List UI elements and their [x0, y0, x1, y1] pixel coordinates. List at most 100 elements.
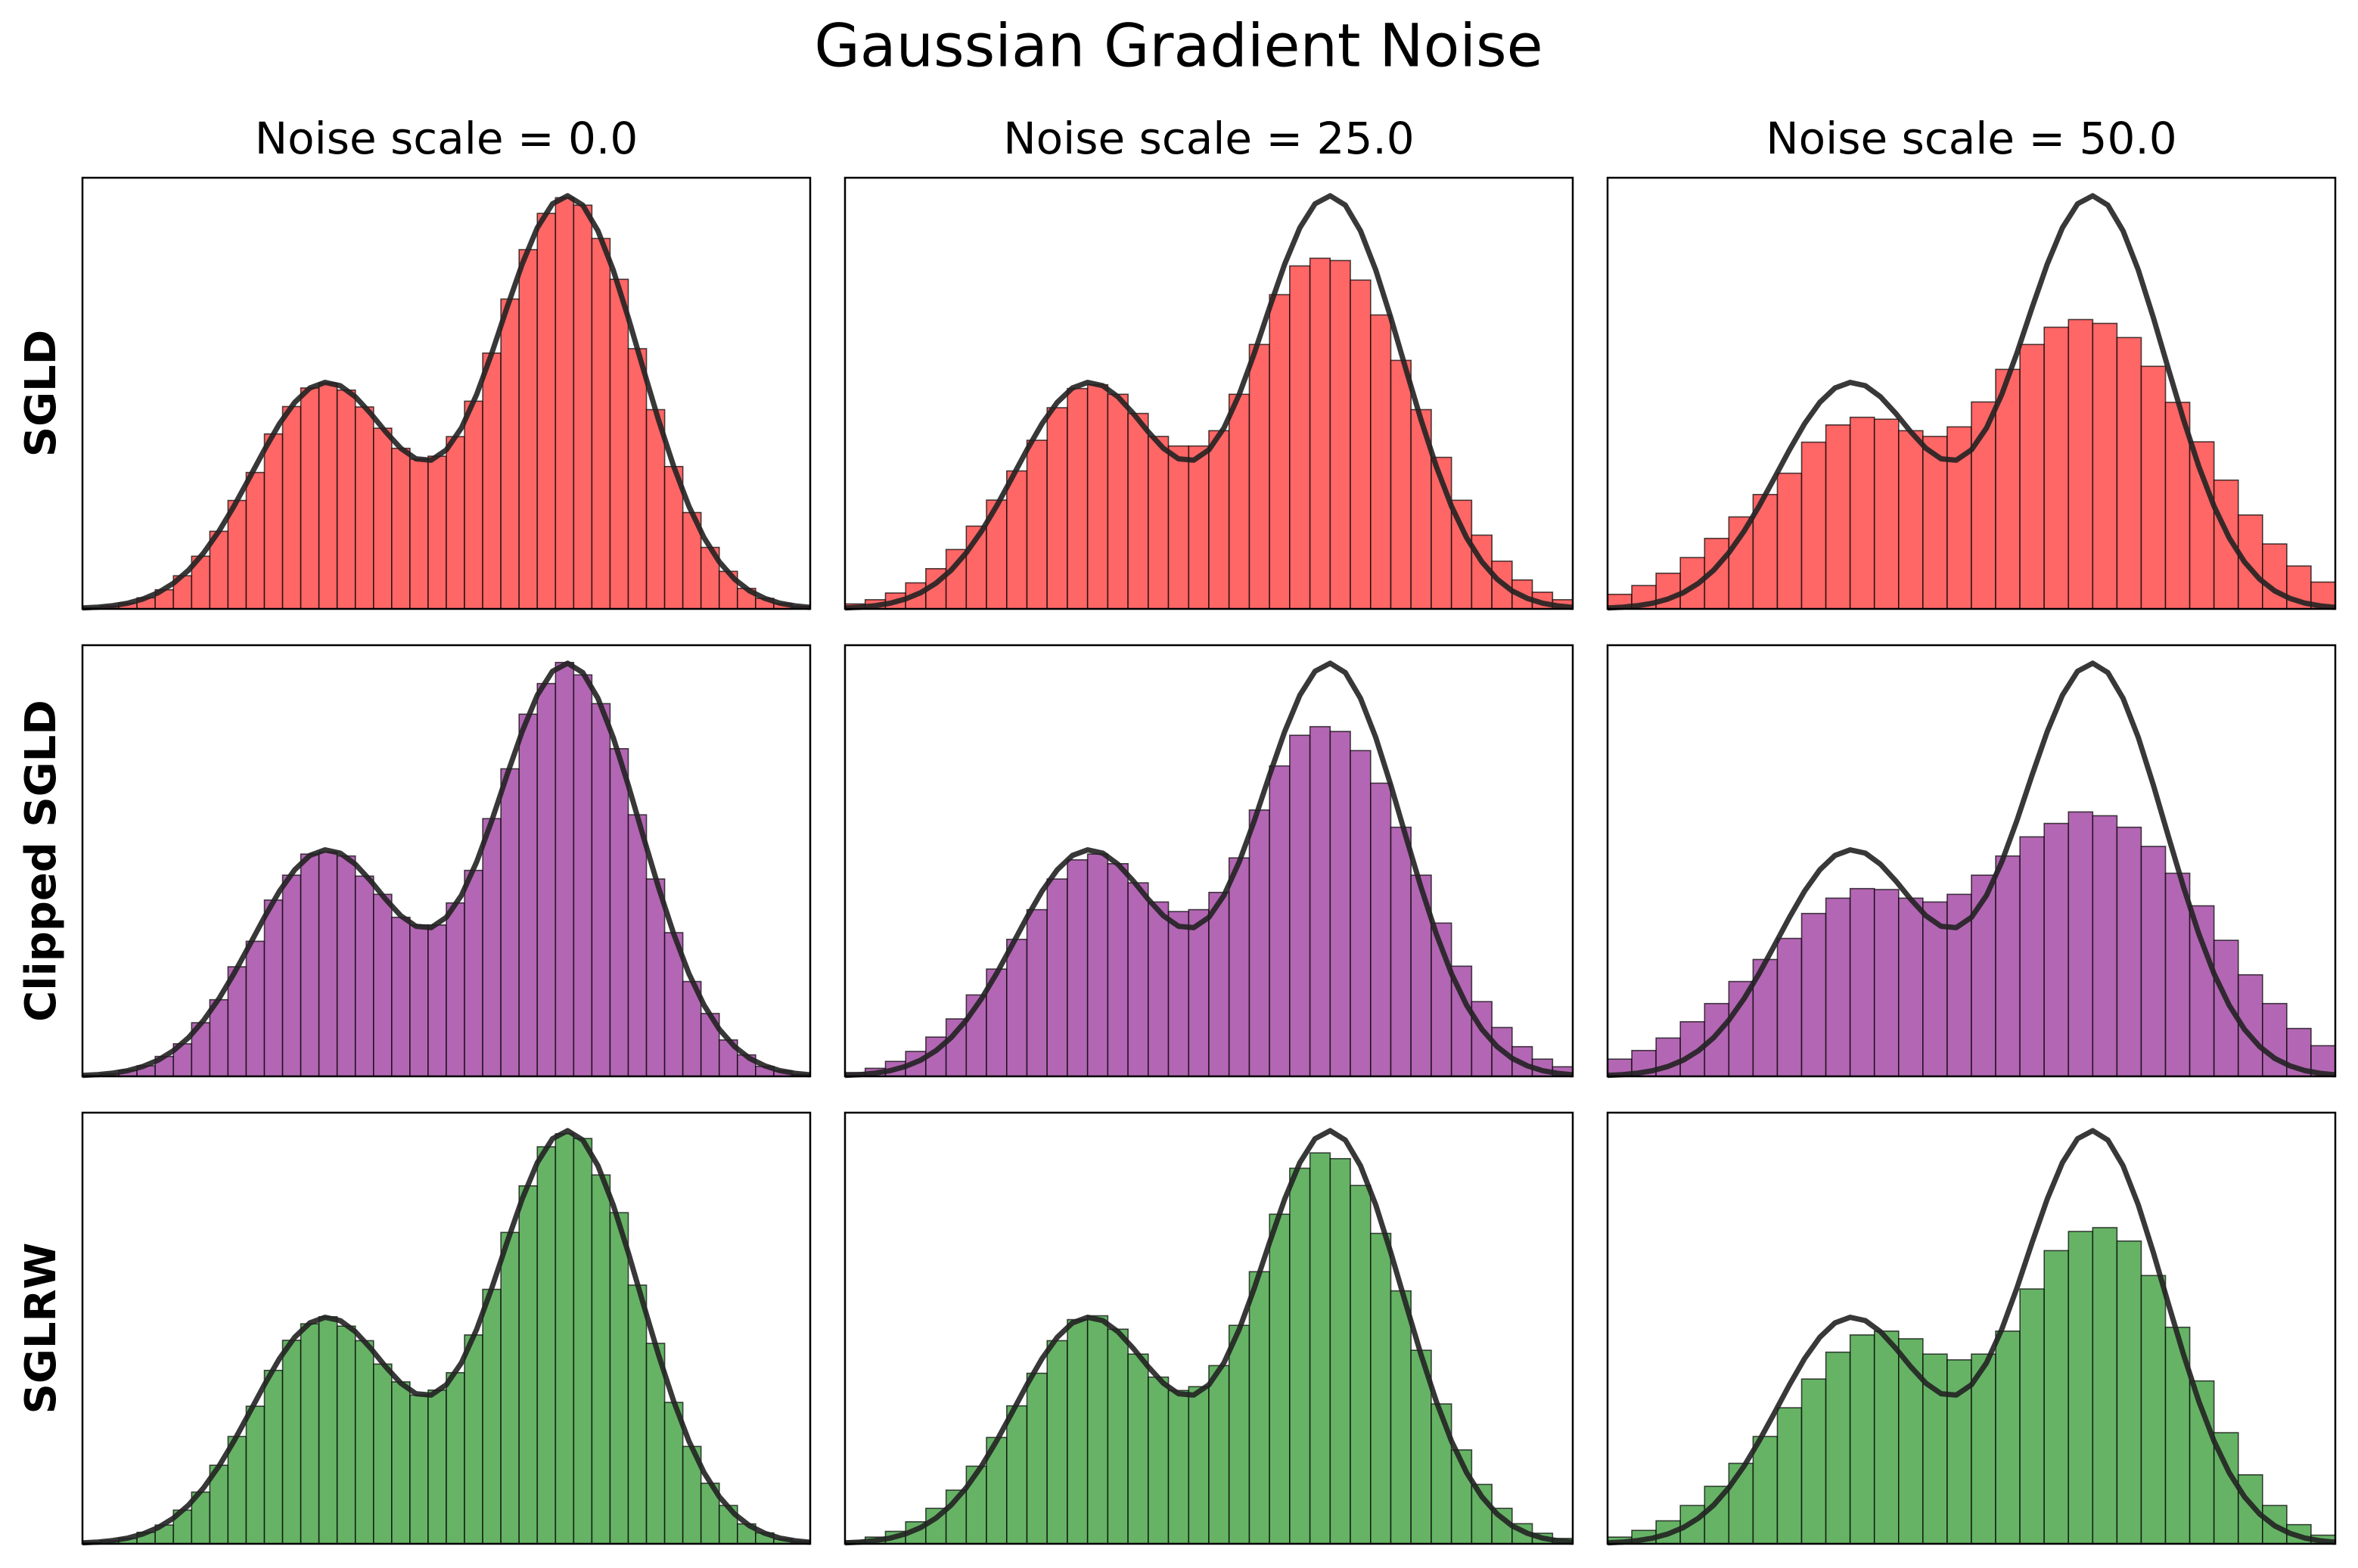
panel: [81, 644, 812, 1079]
histogram-bar: [263, 1369, 284, 1545]
histogram-bar: [1148, 901, 1170, 1077]
histogram-bar: [1431, 1403, 1452, 1545]
histogram-bar: [536, 213, 557, 610]
histogram-bar: [2140, 365, 2167, 610]
histogram-bar: [1148, 1376, 1170, 1545]
histogram-bar: [555, 197, 575, 610]
histogram-bar: [1046, 878, 1068, 1077]
histogram-bar: [627, 348, 648, 610]
histogram-bar: [1006, 1405, 1028, 1545]
histogram-bar: [409, 1394, 429, 1545]
histogram-bar: [573, 204, 593, 610]
density-curve: [1607, 193, 2336, 611]
histogram-bar: [446, 902, 465, 1077]
histogram-bar: [2164, 872, 2191, 1077]
panel-frame: [843, 176, 1574, 610]
histogram-bar: [1995, 368, 2021, 610]
panel: [1606, 176, 2337, 611]
histogram-bar: [627, 1284, 648, 1545]
histogram-bar: [336, 1325, 356, 1545]
histogram-bar: [1046, 1340, 1068, 1545]
panel-frame: [843, 1111, 1574, 1545]
row-label: Clipped SGLD: [17, 700, 66, 1022]
histogram-bar: [1228, 857, 1250, 1077]
histogram-bar: [482, 1288, 502, 1545]
histogram-bar: [1309, 725, 1331, 1077]
histogram-bar: [1127, 882, 1149, 1077]
histogram-bar: [372, 1363, 393, 1545]
histogram-bar: [1776, 1407, 1803, 1545]
histogram-bar: [354, 1340, 374, 1545]
histogram-bar: [263, 433, 284, 610]
histogram-bar: [245, 940, 266, 1077]
histogram-bar: [1228, 393, 1250, 610]
histogram-bar: [1390, 359, 1412, 610]
histogram-bar: [536, 682, 557, 1077]
histogram-bar: [227, 1436, 247, 1545]
histogram-bar: [627, 814, 648, 1077]
histogram-bar: [1269, 765, 1291, 1077]
histogram-bar: [2116, 826, 2142, 1077]
histogram-bar: [645, 408, 666, 610]
panel: [843, 1111, 1574, 1546]
column-title: Noise scale = 50.0: [1766, 113, 2176, 164]
histogram-bar: [1127, 1353, 1149, 1545]
histogram-bar: [1776, 472, 1803, 610]
histogram-bar: [1825, 897, 1851, 1077]
histogram-bar: [1873, 1330, 1900, 1545]
histogram-bar: [1289, 265, 1311, 610]
histogram-bar: [1026, 908, 1048, 1077]
histogram-bar: [2019, 343, 2045, 610]
histogram-bar: [1390, 826, 1412, 1077]
histogram-bar: [1309, 1152, 1331, 1545]
histogram-bar: [2213, 939, 2239, 1077]
histogram-bar: [536, 1146, 557, 1545]
histogram-bar: [1289, 734, 1311, 1077]
histogram-bar: [1167, 911, 1190, 1077]
histogram-bar: [1800, 441, 1827, 610]
histogram-bar: [1107, 863, 1129, 1077]
histogram-bar: [1208, 892, 1230, 1077]
histogram-bar: [609, 747, 629, 1077]
histogram-bar: [318, 382, 338, 610]
column-title: Noise scale = 0.0: [255, 113, 638, 164]
histogram-bar: [1188, 908, 1210, 1077]
histogram-bar: [1188, 1386, 1210, 1545]
histogram-bar: [1228, 1324, 1250, 1545]
panel: [81, 176, 812, 611]
histogram-bar: [2116, 1240, 2142, 1545]
histogram-bar: [154, 588, 175, 610]
histogram-bar: [409, 458, 429, 610]
histogram-bar: [2262, 543, 2288, 610]
row-label: SGLD: [17, 330, 66, 457]
histogram-bar: [591, 238, 611, 610]
histogram-bar: [2189, 441, 2215, 610]
column-title: Noise scale = 25.0: [1003, 113, 1414, 164]
histogram-bar: [1269, 1213, 1291, 1545]
histogram-bar: [391, 1381, 411, 1545]
histogram-bar: [1898, 897, 1924, 1077]
panel-frame: [81, 1111, 812, 1545]
panel: [843, 176, 1574, 611]
histogram-bar: [1148, 436, 1170, 610]
histogram-bar: [1329, 731, 1351, 1077]
histogram-bar: [354, 406, 374, 610]
histogram-bar: [482, 352, 502, 610]
histogram-bar: [645, 878, 666, 1077]
histogram-bar: [1849, 416, 1875, 610]
panel-frame: [81, 176, 812, 610]
density-curve: [1607, 1128, 2336, 1546]
histogram-bar: [2189, 905, 2215, 1077]
histogram-bar: [318, 1316, 338, 1545]
histogram-bar: [372, 427, 393, 610]
histogram-bar: [2140, 1275, 2167, 1545]
histogram-bar: [1329, 1158, 1351, 1545]
density-curve: [844, 193, 1574, 611]
histogram-bar: [1067, 1318, 1089, 1545]
row-label: SGLRW: [17, 1243, 66, 1414]
histogram-bar: [1922, 436, 1948, 610]
panel: [81, 1111, 812, 1546]
histogram-bar: [263, 899, 284, 1077]
histogram-bar: [500, 298, 520, 610]
histogram-bar: [591, 703, 611, 1077]
